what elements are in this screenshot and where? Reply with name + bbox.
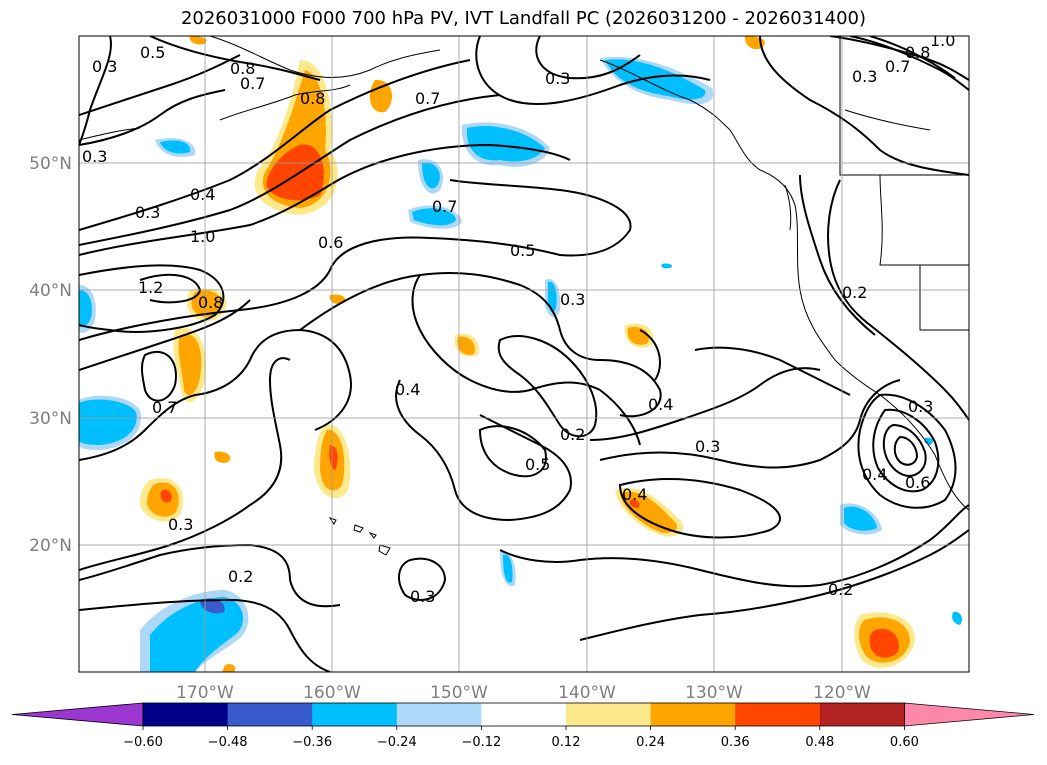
contour-label: 0.4 [648,395,673,414]
contour-label: 1.0 [930,31,955,50]
lat-label: 40°N [29,281,72,301]
contour-label: 0.2 [828,580,853,599]
colorbar-tick-label: −0.60 [123,735,163,750]
pv-negative-shading [79,56,963,672]
contour-label: 0.3 [135,203,160,222]
contour-label: 0.2 [842,283,867,302]
contour-label: 0.7 [432,197,457,216]
contour-label: 0.5 [510,241,535,260]
graticule [79,36,969,672]
lon-label: 120°W [813,683,871,703]
colorbar-tick-label: 0.24 [636,735,665,750]
colorbar-extend-low [11,702,144,727]
colorbar-segment [566,703,652,726]
contour-label: 0.6 [318,233,343,252]
colorbar-segment [396,703,482,726]
contour-label: 0.7 [240,74,265,93]
contour-label-group: 0.5 0.8 0.7 0.3 0.3 0.8 0.7 0.3 0.4 0.3 … [82,31,955,606]
colorbar-segment [227,703,313,726]
contour-label: 0.8 [905,43,930,62]
colorbar-tick-label: −0.36 [292,735,332,750]
contour-label: 0.6 [905,473,930,492]
contour-label: 0.2 [228,567,253,586]
lat-label: 30°N [29,409,72,429]
lon-label: 150°W [430,683,488,703]
colorbar-tick-label: −0.12 [461,735,501,750]
contour-label: 0.3 [168,515,193,534]
contour-label: 0.3 [560,290,585,309]
lon-label: 170°W [176,683,234,703]
contour-label: 0.5 [140,43,165,62]
contour-label: 0.4 [862,465,887,484]
longitude-labels: 170°W 160°W 150°W 140°W 130°W 120°W [176,683,871,703]
colorbar-tick-label: −0.48 [208,735,248,750]
contour-label: 1.2 [138,278,163,297]
colorbar-segment [312,703,398,726]
contour-label: 0.3 [695,437,720,456]
colorbar-segment [650,703,736,726]
contour-label: 0.4 [622,485,647,504]
contour-label: 0.8 [230,59,255,78]
colorbar-extend-high [904,702,1035,727]
colorbar-tick-label: −0.24 [377,735,417,750]
contour-label: 0.8 [300,89,325,108]
pv-contours [79,36,969,672]
coastlines [79,36,969,511]
contour-label: 0.3 [92,57,117,76]
contour-label: 0.7 [415,89,440,108]
colorbar-border [142,702,905,727]
contour-label: 0.3 [82,147,107,166]
colorbar-segment [143,703,229,726]
colorbar-tick-label: 0.60 [890,735,919,750]
lat-label: 50°N [29,154,72,174]
contour-label: 1.0 [190,227,215,246]
lon-label: 130°W [685,683,743,703]
map-title: 2026031000 F000 700 hPa PV, IVT Landfall… [180,8,867,29]
lon-label: 140°W [558,683,616,703]
lon-label: 160°W [303,683,361,703]
colorbar-segment [735,703,821,726]
map-frame [78,35,970,673]
contour-label: 0.8 [198,293,223,312]
contour-label: 0.7 [885,57,910,76]
colorbar-tick-label: 0.48 [805,735,834,750]
contour-label: 0.7 [152,398,177,417]
contour-label: 0.3 [908,397,933,416]
colorbar-tick-label: 0.36 [721,735,750,750]
latitude-labels: 50°N 40°N 30°N 20°N [29,154,72,556]
colorbar: −0.60 −0.48 −0.36 −0.24 −0.12 0.12 0.24 0.36 0.4… [11,702,1035,750]
contour-label: 0.5 [525,455,550,474]
colorbar-segment [819,703,905,726]
colorbar-segment [481,703,567,726]
colorbar-tick-label: 0.12 [552,735,581,750]
contour-label: 0.3 [852,67,877,86]
contour-label: 0.4 [190,185,215,204]
contour-label: 0.2 [560,425,585,444]
contour-label: 0.4 [395,380,420,399]
contour-label: 0.3 [410,587,435,606]
contour-label: 0.3 [545,69,570,88]
lat-label: 20°N [29,536,72,556]
